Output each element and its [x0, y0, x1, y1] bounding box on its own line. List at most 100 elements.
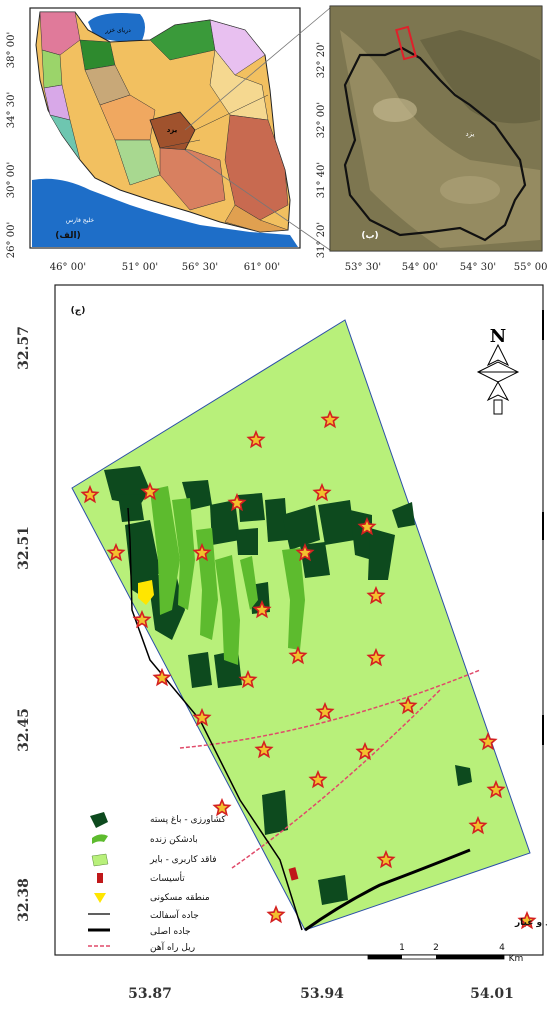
facility-marker: [288, 867, 299, 881]
railway-line-1: [179, 669, 481, 749]
panel-b-label: (ب): [361, 231, 378, 241]
sampling-point-star: [308, 769, 328, 789]
lon-label: 56° 30': [182, 262, 218, 273]
legend-swatch-residential: [94, 893, 106, 903]
legend-swatch-agri: [90, 812, 108, 828]
legend-swatch-windbreak: [92, 834, 108, 844]
sampling-point-star: [366, 585, 386, 605]
sampling-legend-label: نقاط نمونه برداری گرد و غبار: [514, 916, 547, 928]
asphalt-road: [127, 507, 303, 931]
sampling-legend: نقاط نمونه برداری گرد و غبار: [514, 910, 547, 930]
lon-label: 53.94: [300, 986, 344, 1002]
lon-label: 51° 00': [122, 262, 158, 273]
north-arrow: N: [476, 326, 520, 415]
lat-label: 32.38: [16, 878, 32, 922]
scale-tick: 4: [499, 943, 505, 953]
panel-b-lon-labels: 53° 30' 54° 00' 54° 30' 55° 00': [345, 262, 547, 273]
lon-label: 54° 00': [402, 262, 438, 273]
sampling-point-star: [212, 797, 232, 817]
study-area-highlight: [395, 25, 417, 61]
caspian-label: دریای خزر: [104, 27, 131, 34]
lon-label: 55° 00': [514, 262, 547, 273]
residential-area: [138, 580, 154, 605]
panel-a-lat-labels: 38° 00' 34° 30' 30° 00' 26° 00': [6, 32, 17, 258]
sampling-point-star: [227, 492, 247, 512]
sampling-point-star: [106, 542, 126, 562]
north-letter: N: [490, 326, 506, 347]
connector-line: [184, 149, 331, 251]
scale-bar: 1 2 4 Km: [367, 943, 524, 964]
sampling-point-star: [192, 542, 212, 562]
sampling-point-star: [312, 482, 332, 502]
sampling-point-star: [246, 429, 266, 449]
panel-c-label: (ج): [71, 306, 86, 316]
lat-label: 32° 20': [316, 42, 327, 78]
lon-label: 61° 00': [244, 262, 280, 273]
sampling-point-star: [80, 484, 100, 504]
sampling-point-star: [486, 779, 506, 799]
sampling-point-star: [238, 669, 258, 689]
lat-label: 32.45: [16, 708, 32, 752]
sampling-point-star: [398, 695, 418, 715]
legend-label: جاده آسفالت: [150, 909, 199, 921]
sampling-point-star: [140, 481, 160, 501]
yazd-province: [149, 111, 196, 151]
scale-tick: 1: [399, 943, 405, 953]
legend-label: بادشکن زنده: [150, 835, 198, 845]
railway-line-2: [231, 689, 441, 869]
windbreak-strips: [150, 486, 305, 665]
legend-label: منطقه مسکونی: [150, 893, 210, 903]
sampling-point-star: [295, 542, 315, 562]
lat-label: 32.57: [16, 326, 32, 370]
lat-label: 31° 20': [316, 222, 327, 258]
sampling-point-star: [192, 707, 212, 727]
caspian-sea: [88, 13, 145, 45]
scale-unit: Km: [509, 954, 524, 964]
lon-label: 46° 00': [50, 262, 86, 273]
lat-label: 32° 00': [316, 102, 327, 138]
main-road: [304, 848, 471, 932]
legend: کشاورزی - باغ پسته بادشکن زنده فاقد کارب…: [88, 812, 226, 953]
sampling-point-star: [357, 516, 377, 536]
sampling-point-star: [266, 904, 286, 924]
sampling-point-star: [366, 647, 386, 667]
sampling-point-star: [320, 409, 340, 429]
sampling-point-star: [152, 667, 172, 687]
panel-a-lon-labels: 46° 00' 51° 00' 56° 30' 61° 00': [50, 262, 280, 273]
persian-gulf: [32, 178, 298, 247]
legend-swatch-barren: [91, 853, 109, 867]
panel-b-satellite: یزد (ب) 32° 20' 32° 00' 31° 40' 31° 20' …: [316, 5, 547, 273]
sampling-point-star: [132, 609, 152, 629]
lon-label: 54.01: [470, 986, 514, 1002]
lat-label: 30° 00': [6, 162, 17, 198]
lat-label: 34° 30': [6, 92, 17, 128]
legend-label: کشاورزی - باغ پسته: [150, 815, 226, 825]
panel-a-label: (الف): [55, 231, 80, 241]
yazd-label: یزد: [167, 126, 178, 134]
sampling-points: [80, 409, 506, 924]
legend-label: ریل راه آهن: [150, 941, 195, 953]
legend-swatch-facilities: [97, 873, 103, 883]
sampling-point-star: [376, 849, 396, 869]
sampling-point-star: [315, 701, 335, 721]
lon-label: 53.87: [128, 986, 172, 1002]
yazd-boundary: [343, 46, 527, 242]
panel-c-lat-labels: 32.57 32.51 32.45 32.38: [16, 326, 32, 922]
lon-label: 54° 30': [460, 262, 496, 273]
lat-label: 38° 00': [6, 32, 17, 68]
sampling-point-star: [254, 739, 274, 759]
legend-label: جاده اصلی: [150, 927, 191, 937]
sampling-point-star: [478, 731, 498, 751]
sampling-legend-star-icon: [517, 910, 537, 930]
sampling-point-star: [288, 645, 308, 665]
legend-label: فاقد کاربری - بایر: [149, 855, 217, 865]
panel-b-lat-labels: 32° 20' 32° 00' 31° 40' 31° 20': [316, 42, 327, 258]
agri-parcels: [104, 466, 472, 905]
lat-label: 31° 40': [316, 162, 327, 198]
panel-a-iran-map: دریای خزر خلیج فارس یزد (الف) 38° 00' 34…: [6, 7, 301, 273]
connector-line: [184, 7, 331, 131]
panel-c-study-area: (ج) N کشاورزی - باغ پسته بادشکن زنده فاق…: [16, 284, 547, 1002]
sampling-point-star: [355, 741, 375, 761]
sampling-point-star: [252, 599, 272, 619]
